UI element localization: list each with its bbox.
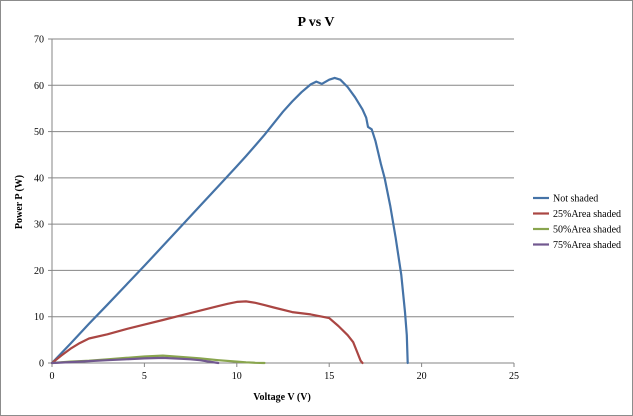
chart-title: P vs V bbox=[297, 15, 334, 30]
legend-label-1: Not shaded bbox=[553, 194, 598, 205]
gridlines bbox=[52, 38, 514, 318]
x-tick-label-5: 5 bbox=[142, 371, 147, 382]
x-tick-label-15: 15 bbox=[324, 371, 334, 382]
y-tick-label-20: 20 bbox=[34, 266, 44, 277]
y-tick-label-50: 50 bbox=[34, 127, 44, 138]
x-axis-label: Voltage V (V) bbox=[253, 392, 311, 403]
legend-label-3: 50%Area shaded bbox=[553, 225, 621, 236]
y-tick-label-70: 70 bbox=[34, 35, 44, 46]
y-tick-label-30: 30 bbox=[34, 220, 44, 231]
legend: Not shaded 25%Area shaded 50%Area shaded 75… bbox=[533, 194, 621, 251]
x-tick-label-0: 0 bbox=[50, 371, 55, 382]
y-axis-label: Power P (W) bbox=[14, 175, 25, 229]
y-tick-label-10: 10 bbox=[34, 312, 44, 323]
legend-label-2: 25%Area shaded bbox=[553, 209, 621, 220]
x-tick-label-10: 10 bbox=[232, 371, 242, 382]
x-tick-label-20: 20 bbox=[417, 371, 427, 382]
legend-label-4: 75%Area shaded bbox=[553, 240, 621, 251]
series-group bbox=[50, 76, 409, 365]
ticks: 0 10 20 30 40 50 60 70 0 5 10 15 20 25 bbox=[34, 35, 519, 383]
y-tick-label-40: 40 bbox=[34, 173, 44, 184]
axes bbox=[51, 39, 514, 364]
y-tick-label-60: 60 bbox=[34, 81, 44, 92]
series-line-4 bbox=[50, 356, 220, 365]
series-line-1 bbox=[50, 76, 409, 365]
x-tick-label-25: 25 bbox=[509, 371, 519, 382]
y-tick-label-0: 0 bbox=[39, 359, 44, 370]
series-line-2 bbox=[50, 300, 364, 365]
